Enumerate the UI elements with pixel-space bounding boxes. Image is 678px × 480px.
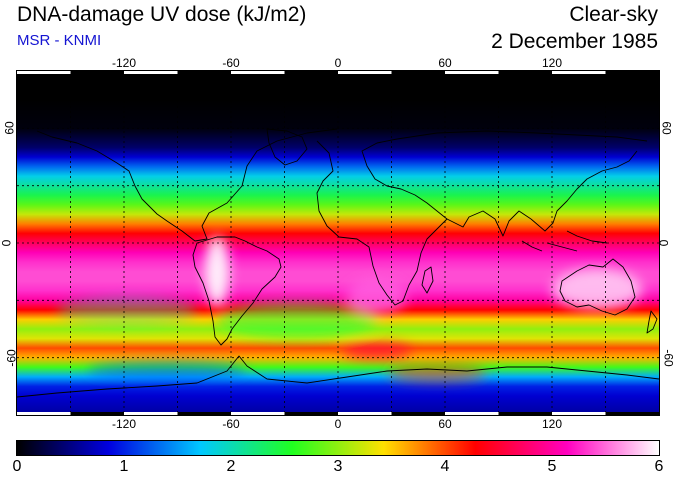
frame-tick-segment xyxy=(552,71,606,74)
frame-tick-segment xyxy=(498,71,552,74)
graticule xyxy=(17,71,659,415)
colorbar xyxy=(16,440,660,456)
south-africa-high xyxy=(347,278,407,314)
andes-high-dose xyxy=(205,236,229,306)
frame-tick-segment xyxy=(552,412,606,415)
australia-high-dose xyxy=(552,269,642,309)
frame-tick-segment xyxy=(605,71,659,74)
new-zealand-coast xyxy=(646,310,658,334)
europe-africa-coast xyxy=(316,138,448,306)
colorbar-tick-label: 2 xyxy=(226,458,236,475)
frame-tick-segment xyxy=(605,412,659,415)
lon-label-top: -60 xyxy=(222,56,240,70)
lon-label-bottom: 120 xyxy=(541,417,563,431)
coastlines xyxy=(17,128,659,398)
frame-tick-segment xyxy=(177,412,231,415)
frame-tick-segment xyxy=(284,71,338,74)
lon-label-bottom: -60 xyxy=(222,417,240,431)
frame-tick-segment xyxy=(338,412,392,415)
map-title: DNA-damage UV dose (kJ/m2) xyxy=(17,3,307,26)
colorbar-tick-label: 1 xyxy=(119,458,129,475)
frame-tick-segment xyxy=(70,71,124,74)
frame-tick-segment xyxy=(284,412,338,415)
lat-label-right: 60 xyxy=(659,121,674,136)
east-pacific-band xyxy=(57,297,197,325)
frame-tick-segment xyxy=(17,412,71,415)
sky-condition-label: Clear-sky xyxy=(569,3,658,26)
south-atlantic-cloud-band xyxy=(217,303,377,339)
source-label: MSR - KNMI xyxy=(17,32,102,49)
antarctica-coast xyxy=(17,355,659,398)
arabia-india-coast xyxy=(446,210,532,237)
uv-dose-map xyxy=(16,70,660,416)
lon-label-bottom: 60 xyxy=(438,417,452,431)
australia-coast xyxy=(559,258,636,316)
antarctic-coast-high xyxy=(342,343,412,359)
lon-label-top: -120 xyxy=(111,56,137,70)
frame-tick-segment xyxy=(445,71,499,74)
frame-tick-segment xyxy=(498,412,552,415)
regional-anomalies xyxy=(57,236,642,382)
lon-label-bottom: -120 xyxy=(111,417,137,431)
colorbar-tick-label: 0 xyxy=(12,458,22,475)
madagascar-coast xyxy=(421,266,434,294)
colorbar-tick-label: 5 xyxy=(547,458,557,475)
frame-tick-segment xyxy=(17,71,71,74)
frame-tick-segment xyxy=(177,71,231,74)
indonesia-coast xyxy=(521,230,608,252)
date-label: 2 December 1985 xyxy=(491,30,658,53)
colorbar-tick-label: 3 xyxy=(333,458,343,475)
lat-label-left: 0 xyxy=(0,239,14,247)
asia-coast xyxy=(396,130,648,232)
lon-label-top: 120 xyxy=(541,56,563,70)
frame-tick-segment xyxy=(391,71,445,74)
frame-tick-segment xyxy=(445,412,499,415)
lon-label-bottom: 0 xyxy=(334,417,342,431)
frame-tick-segment xyxy=(391,412,445,415)
frame-tick-segment xyxy=(231,71,285,74)
map-canvas xyxy=(17,71,659,415)
colorbar-tick-label: 6 xyxy=(654,458,664,475)
frame-tick-segment xyxy=(231,412,285,415)
south-pacific-high-lat xyxy=(87,361,247,381)
north-america-coast xyxy=(36,128,338,242)
greenland-coast xyxy=(266,128,308,166)
colorbar-tick-label: 4 xyxy=(440,458,450,475)
weddell-red xyxy=(387,364,487,382)
frame-tick-segment xyxy=(124,412,178,415)
frame-tick-segment xyxy=(70,412,124,415)
lon-label-top: 60 xyxy=(438,56,452,70)
south-america-coast xyxy=(192,236,282,346)
frame-tick-segment xyxy=(338,71,392,74)
frame-tick-segment xyxy=(124,71,178,74)
lat-label-left: 60 xyxy=(2,121,17,136)
lat-label-right: -60 xyxy=(661,348,676,367)
lon-label-top: 0 xyxy=(334,56,342,70)
